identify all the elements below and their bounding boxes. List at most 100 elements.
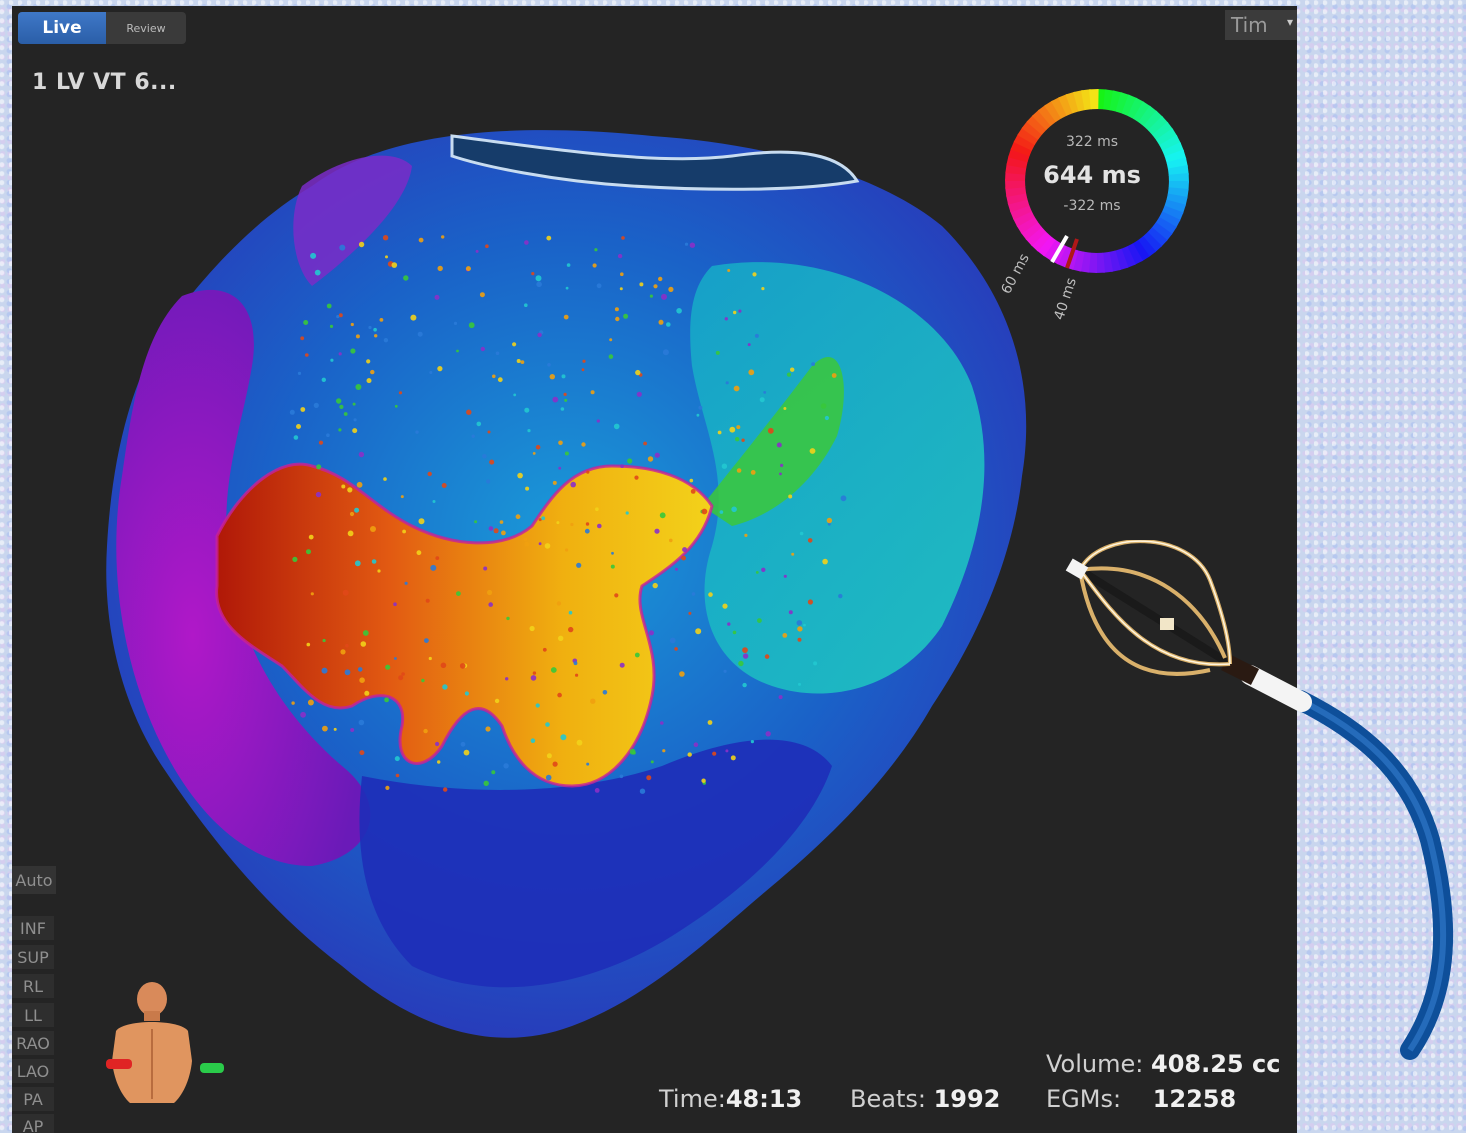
view-rao-button[interactable]: RAO [12, 1031, 54, 1055]
egm-point [691, 592, 696, 596]
egm-point [493, 528, 499, 534]
view-inf-button[interactable]: INF [12, 916, 54, 940]
ring-segment [1121, 94, 1138, 117]
egm-point [634, 475, 639, 480]
egm-point [741, 438, 745, 442]
egm-point [747, 343, 751, 347]
egm-point [315, 491, 322, 498]
egm-point [550, 667, 557, 673]
egm-point [333, 727, 337, 731]
egm-point [524, 240, 529, 245]
review-tab[interactable]: Review [106, 12, 186, 44]
egm-point [717, 430, 722, 435]
egm-point [479, 292, 485, 298]
egm-point [733, 310, 737, 315]
view-lao-button[interactable]: LAO [12, 1059, 54, 1083]
egm-point [513, 393, 517, 397]
egm-point [310, 252, 317, 259]
egms-label: EGMs: [1046, 1085, 1122, 1113]
egm-point [689, 478, 694, 483]
chevron-down-icon: ▾ [1286, 15, 1293, 29]
ring-segment [1137, 236, 1157, 258]
egm-point [652, 582, 658, 589]
egm-point [614, 307, 619, 312]
ring-segment [1168, 172, 1189, 183]
egm-point [659, 512, 666, 519]
egm-point [541, 516, 546, 521]
time-dropdown[interactable]: Tim ▾ [1225, 10, 1297, 40]
egm-point [342, 589, 349, 596]
egm-point [418, 518, 425, 525]
egm-point [303, 320, 309, 325]
egm-point [668, 286, 674, 292]
view-ll-button[interactable]: LL [12, 1003, 54, 1027]
view-ap-button[interactable]: AP [12, 1114, 54, 1133]
egm-point [594, 788, 600, 793]
activation-map-3d[interactable] [12, 6, 1297, 1133]
egm-point [524, 541, 530, 547]
egm-point [350, 728, 355, 732]
egm-point [568, 626, 574, 633]
egm-point [750, 470, 756, 475]
ring-segment [1021, 120, 1043, 140]
egm-point [336, 398, 342, 404]
egm-point [620, 464, 624, 468]
basket-catheter-illustration [1065, 540, 1454, 1060]
egm-point [732, 630, 737, 635]
egm-point [564, 451, 569, 456]
egm-point [305, 353, 309, 357]
ring-segment [1164, 199, 1186, 214]
egm-point [503, 763, 509, 769]
view-rl-button[interactable]: RL [12, 974, 54, 998]
egm-point [538, 518, 542, 522]
egm-point [344, 669, 351, 676]
egm-point [349, 511, 355, 517]
egm-point [307, 699, 314, 706]
egm-point [693, 742, 699, 747]
ring-segment [1147, 115, 1169, 136]
egm-point [602, 690, 608, 695]
ring-top-label: 322 ms [1065, 134, 1119, 150]
volume-stat: Volume: 408.25 cc [1046, 1050, 1280, 1078]
ring-segment [1071, 250, 1085, 272]
egm-point [347, 530, 354, 537]
view-sup-button[interactable]: SUP [12, 945, 54, 969]
egm-point [614, 593, 619, 598]
egm-point [306, 642, 311, 647]
egm-point [495, 351, 500, 356]
egm-point [520, 360, 525, 364]
egm-point [566, 263, 571, 267]
egm-point [609, 338, 613, 342]
egm-point [475, 249, 479, 253]
view-pa-button[interactable]: PA [12, 1087, 54, 1111]
egm-point [417, 331, 423, 337]
egm-point [535, 275, 542, 282]
ring-segment [1167, 165, 1189, 176]
ring-segment [1013, 133, 1036, 151]
egm-point [343, 412, 348, 416]
egm-point [558, 635, 564, 641]
egm-point [744, 533, 748, 538]
egm-point [358, 241, 365, 248]
live-tab[interactable]: Live [18, 12, 106, 44]
ring-segment [1026, 114, 1047, 135]
egm-point [547, 363, 551, 367]
egm-point [639, 788, 646, 794]
auto-view-button[interactable]: Auto [12, 866, 56, 894]
egm-point [840, 495, 847, 502]
ring-segment [1012, 210, 1035, 227]
egm-point [359, 677, 365, 683]
orientation-torso-icon[interactable] [104, 981, 234, 1111]
egm-point [453, 321, 458, 325]
egm-point [385, 664, 391, 670]
egm-point [570, 481, 576, 488]
egm-point [742, 647, 748, 653]
ring-segment [1142, 231, 1163, 253]
time-value: 48:13 [725, 1085, 803, 1113]
egm-point [358, 451, 365, 458]
ring-segment [1042, 239, 1061, 261]
egm-point [292, 556, 298, 563]
egm-point [383, 477, 387, 481]
egm-point [767, 427, 774, 434]
egm-point [696, 413, 700, 417]
